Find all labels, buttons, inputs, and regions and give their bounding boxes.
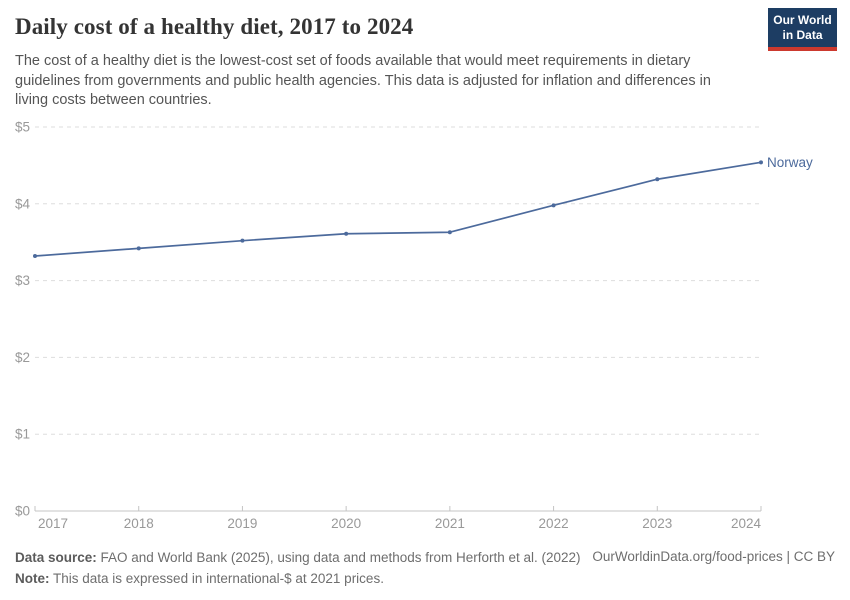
data-point: [447, 230, 452, 235]
chart-subtitle: The cost of a healthy diet is the lowest…: [15, 53, 711, 108]
footer-notes: Data source: FAO and World Bank (2025), …: [15, 547, 581, 589]
x-tick-label: 2023: [642, 516, 672, 531]
note-label: Note:: [15, 571, 50, 586]
owid-logo: Our World in Data: [768, 8, 837, 51]
data-source-line: Data source: FAO and World Bank (2025), …: [15, 547, 581, 568]
data-point: [655, 177, 660, 182]
owid-logo-line1: Our World: [773, 13, 832, 27]
data-source-text: FAO and World Bank (2025), using data an…: [96, 550, 581, 565]
data-source-label: Data source:: [15, 550, 97, 565]
x-tick-label: 2019: [227, 516, 257, 531]
y-tick-label: $5: [15, 120, 30, 135]
x-tick-label: 2020: [331, 516, 361, 531]
page-title: Daily cost of a healthy diet, 2017 to 20…: [15, 14, 414, 39]
y-tick-label: $3: [15, 273, 30, 288]
owid-link[interactable]: OurWorldinData.org/food-prices | CC BY: [592, 549, 835, 564]
data-point: [240, 238, 245, 243]
x-tick-label: 2024: [731, 516, 762, 531]
series-label: Norway: [767, 155, 813, 170]
data-point: [344, 231, 349, 236]
data-point: [136, 246, 141, 251]
x-tick-label: 2018: [124, 516, 154, 531]
data-point: [759, 160, 763, 165]
data-point: [33, 254, 37, 259]
y-tick-label: $0: [15, 504, 30, 519]
x-tick-label: 2021: [435, 516, 465, 531]
x-tick-label: 2017: [38, 516, 68, 531]
y-tick-label: $1: [15, 427, 30, 442]
data-point: [551, 203, 556, 208]
series-line-norway: [34, 161, 762, 257]
note-line: Note: This data is expressed in internat…: [15, 568, 581, 589]
x-tick-label: 2022: [539, 516, 569, 531]
y-tick-label: $2: [15, 350, 30, 365]
owid-logo-line2: in Data: [782, 28, 823, 42]
note-text: This data is expressed in international-…: [49, 571, 384, 586]
y-tick-label: $4: [15, 196, 31, 211]
